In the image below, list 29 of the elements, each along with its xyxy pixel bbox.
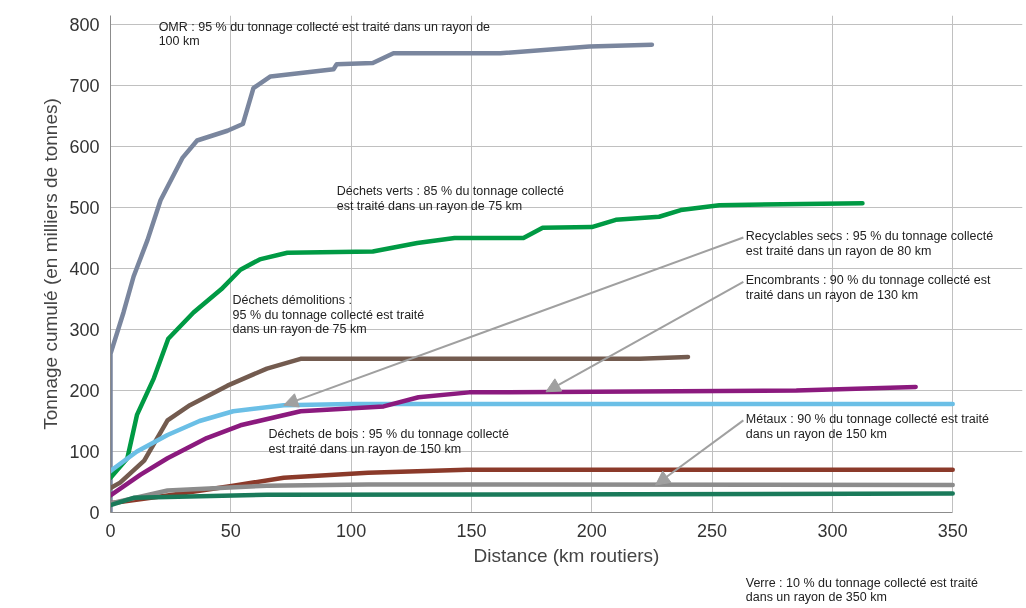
- y-tick-label: 100: [69, 442, 100, 463]
- y-tick-label: 0: [89, 503, 100, 523]
- x-tick-label: 250: [697, 520, 728, 541]
- x-tick-label: 350: [937, 520, 968, 541]
- y-tick-label: 800: [69, 15, 100, 36]
- y-tick-label: 400: [69, 259, 100, 280]
- line-series: [110, 354, 691, 491]
- y-axis-title: Tonnage cumulé (en milliers de tonnes): [40, 98, 62, 430]
- line-series: [110, 491, 955, 508]
- y-tick-label: 700: [69, 76, 100, 97]
- annotation: Déchets de bois : 95 % du tonnage collecté est traité dans un rayon de 150 km: [268, 427, 510, 456]
- y-tick-label: 300: [69, 320, 100, 341]
- annotation: OMR : 95 % du tonnage collecté est traité dans un rayon de 100 km: [158, 19, 491, 49]
- annotation: Recyclables secs : 95 % du tonnage collecté est traité dans un rayon de 80 km: [745, 228, 994, 258]
- x-tick-label: 50: [220, 520, 241, 541]
- annotation: Encombrants : 90 % du tonnage collecté est traité dans un rayon de 130 km: [745, 273, 991, 303]
- y-tick-label: 200: [69, 381, 100, 402]
- x-tick-label: 300: [817, 520, 848, 541]
- annotation: Déchets démolitions : 95 % du tonnage collecté est traité dans un rayon de 75 km: [232, 292, 425, 337]
- x-axis-title: Distance (km routiers): [473, 544, 660, 566]
- text: Verre : 10 % du tonnage collecté est traité dans un rayon de 350 km: [745, 575, 978, 604]
- annotation: Métaux : 90 % du tonnage collecté est traité dans un rayon de 150 km: [745, 411, 990, 441]
- x-tick-label: 0: [105, 520, 116, 541]
- x-tick-label: 150: [456, 520, 487, 541]
- y-tick-label: 600: [69, 137, 100, 158]
- annotation: Déchets verts : 85 % du tonnage collecté est traité dans un rayon de 75 km: [336, 184, 564, 214]
- x-tick-label: 100: [336, 520, 367, 541]
- y-tick-label: 500: [69, 198, 100, 219]
- x-tick-label: 200: [576, 520, 607, 541]
